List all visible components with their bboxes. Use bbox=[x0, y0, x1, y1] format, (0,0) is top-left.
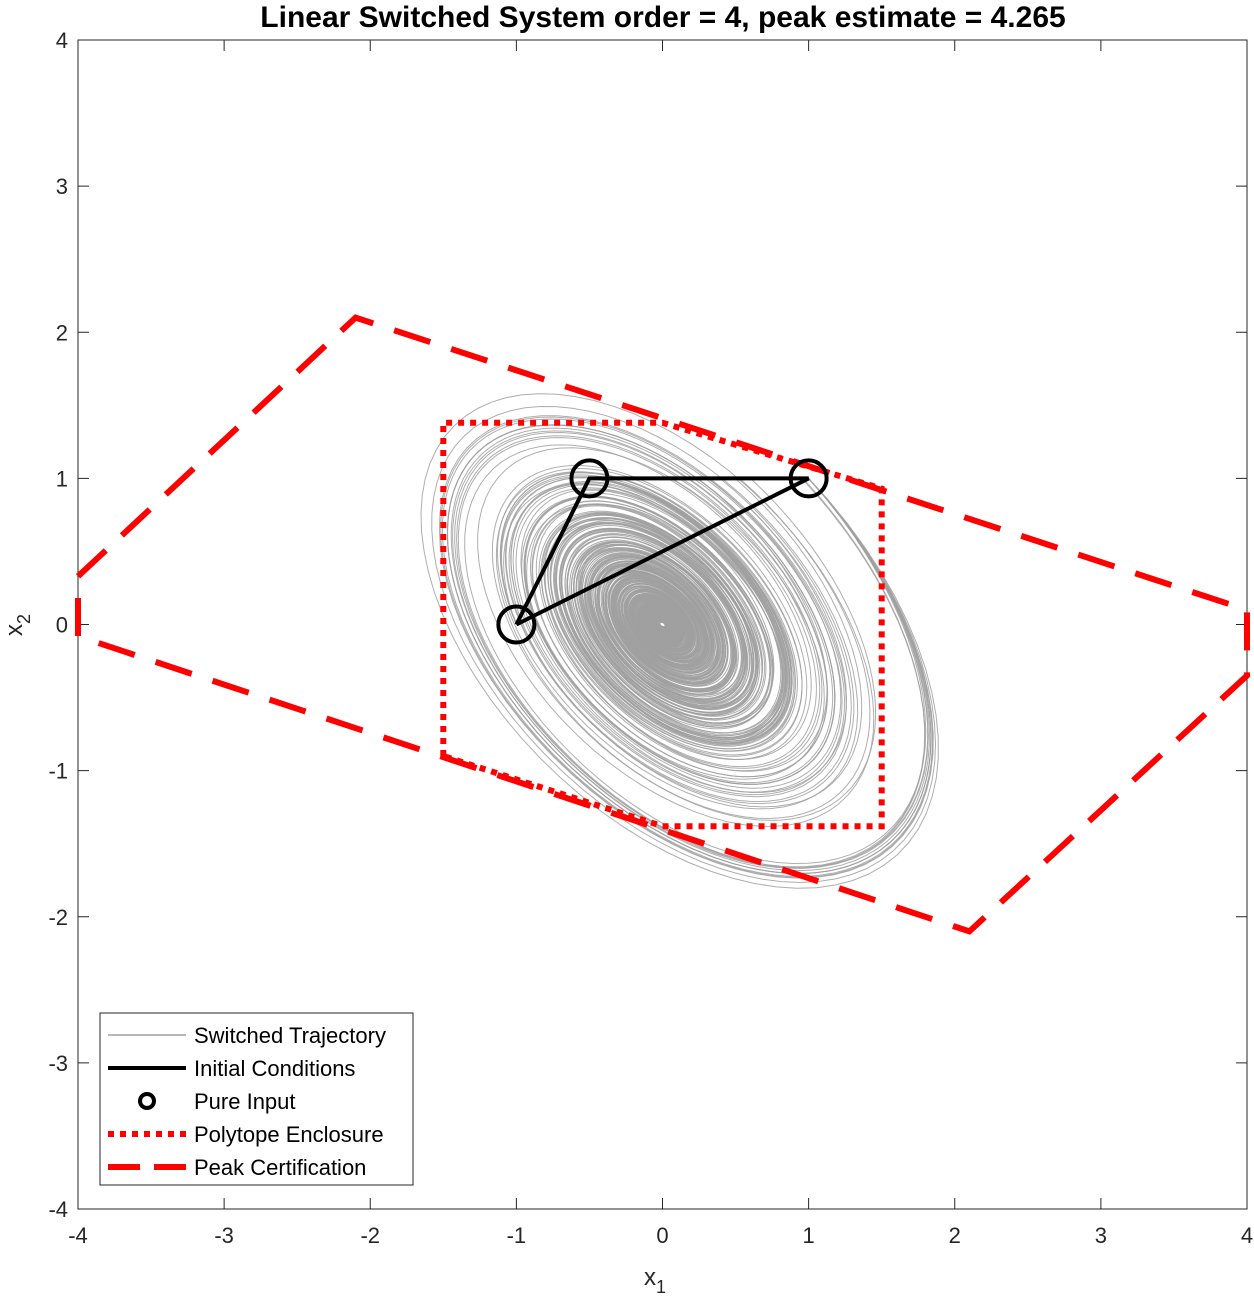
x-tick-label: 0 bbox=[656, 1223, 668, 1248]
y-tick-label: 0 bbox=[56, 613, 68, 638]
y-tick-label: 2 bbox=[56, 320, 68, 345]
x-tick-label: -1 bbox=[507, 1223, 527, 1248]
x-tick-label: 4 bbox=[1241, 1223, 1253, 1248]
x-tick-label: -2 bbox=[360, 1223, 380, 1248]
y-tick-label: 3 bbox=[56, 174, 68, 199]
x-tick-label: 3 bbox=[1095, 1223, 1107, 1248]
legend: Switched Trajectory Initial Conditions Pur… bbox=[99, 1012, 414, 1186]
pure-input-marker bbox=[569, 458, 610, 499]
legend-label: Peak Certification bbox=[194, 1155, 366, 1180]
legend-label: Switched Trajectory bbox=[194, 1023, 386, 1048]
pure-input-marker bbox=[496, 604, 537, 645]
x-tick-label: -4 bbox=[68, 1223, 88, 1248]
x-tick-label: -3 bbox=[214, 1223, 234, 1248]
legend-swatch-pure-input bbox=[138, 1092, 156, 1110]
chart-title: Linear Switched System order = 4, peak e… bbox=[260, 1, 1065, 34]
polytope-enclosure-line bbox=[440, 419, 885, 830]
x-axis-label: x1 bbox=[644, 1264, 666, 1297]
series-layer bbox=[75, 314, 1250, 935]
y-tick-label: -4 bbox=[48, 1197, 68, 1222]
legend-label: Polytope Enclosure bbox=[194, 1122, 384, 1147]
switched-trajectory-group bbox=[420, 393, 939, 889]
switched-trajectory-path bbox=[542, 514, 755, 709]
initial-conditions-line bbox=[514, 476, 810, 627]
x-tick-label: 2 bbox=[949, 1223, 961, 1248]
y-tick-label: -1 bbox=[48, 759, 68, 784]
legend-label: Pure Input bbox=[194, 1089, 296, 1114]
y-tick-label: 1 bbox=[56, 466, 68, 491]
y-tick-label: -2 bbox=[48, 905, 68, 930]
pure-input-marker bbox=[788, 458, 829, 499]
y-tick-label: -3 bbox=[48, 1051, 68, 1076]
axis-ticks: -4 -3 -2 -1 0 1 2 3 4 -4 -3 -2 -1 0 1 2 3 4 bbox=[48, 28, 1253, 1248]
y-tick-label: 4 bbox=[56, 28, 68, 53]
peak-certification-line bbox=[75, 314, 1250, 935]
y-axis-label: x2 bbox=[1, 614, 34, 636]
x-tick-label: 1 bbox=[803, 1223, 815, 1248]
legend-label: Initial Conditions bbox=[194, 1056, 355, 1081]
switched-trajectory-path bbox=[571, 477, 785, 735]
